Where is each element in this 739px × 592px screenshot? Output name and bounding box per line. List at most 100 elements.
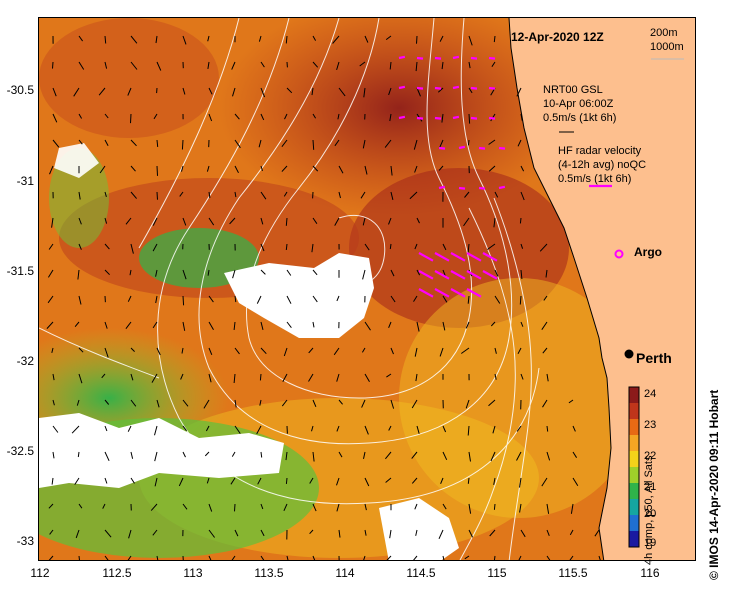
gsl-arrow	[390, 295, 396, 303]
gsl-arrow	[285, 217, 288, 226]
gsl-arrow	[494, 269, 499, 277]
gsl-arrow	[78, 35, 84, 42]
gsl-arrow	[493, 35, 496, 43]
gsl-arrow	[286, 321, 292, 329]
gsl-arrow	[130, 113, 132, 124]
radar-arrow	[478, 146, 486, 150]
gsl-arrow	[130, 243, 134, 254]
gsl-arrow	[361, 399, 366, 408]
sst-map	[38, 17, 696, 561]
radar-arrow	[416, 56, 424, 60]
gsl-arrow	[494, 347, 497, 354]
gsl-arrow	[493, 217, 496, 228]
gsl-arrow	[467, 139, 470, 146]
colorbar-segment	[629, 515, 639, 532]
radar-arrow	[450, 252, 466, 262]
x-tick-label: 115.5	[558, 566, 588, 580]
gsl-arrow	[52, 399, 55, 406]
argo-float-marker	[614, 249, 624, 259]
gsl-arrow	[572, 451, 578, 458]
radar-arrow	[434, 116, 442, 120]
gsl-arrow	[336, 477, 340, 486]
gsl-arrow	[438, 165, 444, 171]
gsl-arrow	[569, 555, 574, 560]
gsl-arrow	[152, 529, 158, 536]
gsl-arrow	[154, 477, 158, 487]
x-tick-label: 115	[487, 566, 507, 580]
gsl-arrow	[336, 503, 340, 512]
gsl-arrow	[48, 243, 54, 250]
gsl-arrow	[130, 191, 137, 199]
gsl-arrow	[364, 165, 368, 175]
gsl-arrow	[338, 451, 343, 458]
gsl-arrow	[541, 477, 548, 487]
gsl-arrow	[208, 321, 214, 331]
gsl-arrow	[260, 529, 265, 537]
radar-arrow	[452, 115, 460, 120]
gsl-arrow	[48, 555, 54, 560]
gsl-arrow	[569, 529, 574, 536]
gsl-arrow	[52, 61, 54, 69]
gsl-arrow	[234, 165, 239, 174]
gsl-arrow	[286, 555, 289, 560]
gsl-arrow	[260, 87, 266, 98]
gsl-arrow	[546, 503, 550, 514]
gsl-arrow	[156, 347, 161, 356]
gsl-arrow	[517, 347, 522, 355]
gsl-arrow	[594, 529, 600, 537]
gsl-arrow	[203, 399, 210, 409]
gsl-arrow	[546, 529, 550, 536]
gsl-arrow	[104, 113, 109, 119]
gsl-arrow	[77, 451, 80, 458]
gsl-arrow	[182, 451, 186, 458]
gsl-arrow	[415, 61, 418, 72]
radar-arrow	[452, 55, 460, 60]
gsl-arrow	[102, 503, 106, 509]
gsl-arrow	[413, 139, 418, 150]
gsl-arrow	[125, 217, 132, 225]
gsl-arrow	[208, 87, 213, 95]
gsl-arrow	[77, 269, 80, 280]
gsl-arrow	[334, 217, 340, 226]
gsl-arrow	[546, 451, 551, 461]
radar-arrow	[434, 252, 450, 262]
gsl-arrow	[385, 477, 392, 483]
gsl-arrow	[516, 87, 522, 97]
x-tick-label: 113.5	[254, 566, 284, 580]
gsl-arrow	[416, 35, 418, 44]
colorbar-segment	[629, 451, 639, 468]
gsl-velocity-arrows	[46, 35, 601, 560]
gsl-arrow	[76, 399, 80, 406]
gsl-arrow	[52, 373, 55, 381]
radar-arrow	[418, 270, 434, 280]
radar-arrow	[470, 86, 478, 90]
gsl-arrow	[260, 165, 263, 172]
gsl-arrow	[385, 35, 392, 40]
gsl-arrow	[207, 61, 210, 69]
radar-arrow	[458, 186, 466, 190]
gsl-arrow	[52, 425, 59, 433]
gsl-arrow	[442, 503, 447, 510]
gsl-arrow	[74, 321, 80, 328]
gsl-arrow	[336, 373, 340, 382]
radar-arrow	[434, 56, 442, 60]
gsl-arrow	[182, 217, 187, 226]
gsl-arrow	[468, 87, 473, 94]
gsl-arrow	[520, 243, 524, 249]
gsl-arrow	[572, 425, 576, 432]
gsl-arrow	[516, 425, 522, 432]
x-tick-label: 114	[335, 566, 355, 580]
gsl-arrow	[285, 451, 288, 461]
gsl-arrow	[156, 555, 159, 560]
gsl-arrow	[98, 87, 106, 96]
y-tick-label: -32	[16, 354, 34, 368]
gsl-arrow	[258, 139, 262, 148]
gsl-arrow	[311, 243, 314, 253]
radar-arrow	[466, 270, 482, 280]
gsl-arrow	[385, 451, 392, 460]
gsl-arrow	[230, 477, 236, 485]
gsl-arrow	[129, 269, 132, 276]
gsl-arrow	[468, 113, 471, 124]
colorbar	[628, 386, 640, 548]
gsl-arrow	[416, 425, 420, 434]
